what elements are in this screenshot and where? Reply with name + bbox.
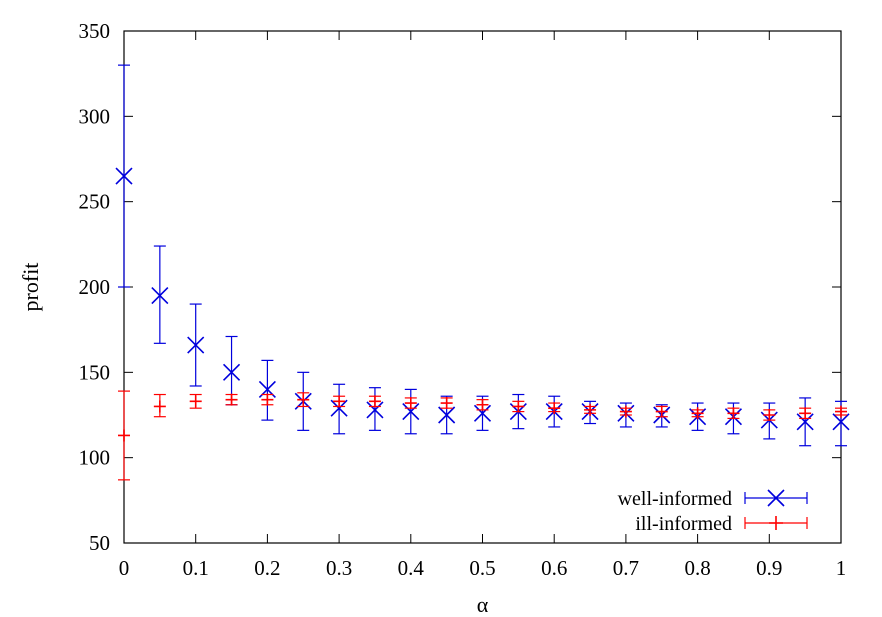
- data-point: [835, 405, 847, 418]
- point-marker: [404, 397, 417, 410]
- x-axis-label: α: [477, 592, 489, 617]
- y-tick-label: 250: [79, 190, 111, 214]
- point-marker: [548, 402, 561, 415]
- point-marker: [297, 393, 310, 406]
- point-marker: [440, 397, 453, 410]
- x-tick-label: 0.3: [326, 556, 352, 580]
- y-tick-label: 50: [89, 531, 110, 555]
- legend-marker: [769, 516, 783, 530]
- point-marker: [438, 406, 456, 424]
- data-point: [476, 398, 489, 411]
- point-marker: [832, 413, 850, 431]
- legend-entry: ill-informed: [635, 513, 808, 535]
- point-marker: [512, 400, 525, 413]
- data-point: [619, 405, 632, 418]
- point-marker: [225, 393, 238, 406]
- point-marker: [402, 403, 420, 421]
- data-point: [404, 397, 417, 410]
- point-marker: [366, 401, 384, 419]
- point-marker: [151, 286, 169, 305]
- point-marker: [584, 403, 597, 416]
- x-tick-label: 0.4: [398, 556, 425, 580]
- data-point: [118, 390, 130, 481]
- series-layer: [115, 64, 850, 481]
- data-point: [297, 392, 310, 408]
- data-point: [225, 393, 238, 406]
- data-point: [333, 395, 346, 408]
- data-point: [153, 393, 166, 418]
- x-tick-label: 0.6: [541, 556, 567, 580]
- data-point: [189, 393, 202, 409]
- data-point: [512, 400, 525, 413]
- point-marker: [796, 413, 814, 431]
- x-tick-label: 0.9: [756, 556, 782, 580]
- y-axis-label: profit: [18, 263, 43, 312]
- y-tick-label: 150: [79, 360, 111, 384]
- series-ill-informed: [118, 390, 847, 481]
- point-marker: [473, 404, 492, 422]
- legend-label: well-informed: [618, 488, 732, 510]
- legend-entry: well-informed: [618, 488, 808, 510]
- data-point: [727, 407, 740, 420]
- point-marker: [115, 167, 133, 185]
- plot-frame: [123, 30, 842, 544]
- data-point: [402, 388, 420, 435]
- x-tick-label: 0.1: [183, 556, 209, 580]
- point-marker: [799, 407, 812, 420]
- point-marker: [261, 393, 274, 406]
- point-marker: [118, 429, 130, 442]
- data-point: [366, 387, 384, 431]
- legend-marker: [767, 489, 785, 507]
- data-point: [548, 402, 561, 415]
- point-marker: [727, 407, 740, 420]
- data-point: [763, 409, 776, 421]
- x-tick-label: 1: [836, 556, 847, 580]
- data-point: [258, 359, 276, 421]
- y-tick-label: 100: [79, 446, 111, 470]
- data-point: [440, 397, 453, 410]
- series-well-informed: [115, 64, 850, 447]
- point-marker: [187, 336, 205, 354]
- point-marker: [691, 407, 704, 420]
- data-point: [187, 303, 205, 387]
- point-marker: [333, 395, 346, 408]
- legend: well-informed ill-informed: [618, 488, 808, 535]
- x-tick-label: 0.2: [254, 556, 280, 580]
- x-tick-label: 0.8: [684, 556, 710, 580]
- x-tick-label: 0.7: [613, 556, 639, 580]
- point-marker: [189, 395, 202, 408]
- data-point: [796, 397, 814, 447]
- data-point: [368, 395, 381, 408]
- point-marker: [330, 399, 348, 417]
- point-marker: [476, 398, 489, 411]
- point-marker: [222, 363, 241, 381]
- point-marker: [763, 409, 776, 421]
- data-point: [115, 64, 133, 288]
- axis-ticks: [123, 30, 842, 544]
- data-point: [691, 407, 704, 420]
- data-point: [330, 383, 348, 435]
- y-tick-label: 200: [79, 275, 111, 299]
- y-tick-label: 300: [79, 104, 111, 128]
- point-marker: [153, 400, 166, 413]
- x-tick-label: 0.5: [469, 556, 495, 580]
- point-marker: [655, 405, 668, 418]
- data-point: [799, 407, 812, 420]
- data-point: [584, 403, 597, 416]
- point-marker: [619, 405, 632, 418]
- point-marker: [368, 395, 381, 408]
- x-tick-label: 0: [119, 556, 130, 580]
- axis-tick-labels: 0 0.1 0.2 0.3 0.4 0.5 0.6 0.7 0.8 0.9 150100150200…: [79, 19, 847, 580]
- data-point: [151, 245, 169, 344]
- data-point: [261, 393, 274, 406]
- y-tick-label: 350: [79, 19, 111, 43]
- legend-label: ill-informed: [635, 513, 732, 535]
- point-marker: [835, 405, 847, 418]
- data-point: [655, 405, 668, 418]
